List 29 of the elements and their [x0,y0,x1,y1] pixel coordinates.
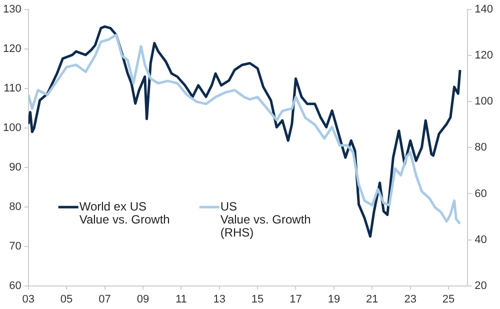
x-tick-label: 11 [175,293,187,306]
x-tick-label: 13 [213,293,226,306]
x-tick-label: 09 [136,293,150,306]
x-tick-label: 25 [442,293,455,306]
y-tick-label: 100 [2,122,22,134]
y-tick-label: 60 [9,280,22,292]
y-tick-label: 80 [9,200,22,213]
y-tick-label: 70 [9,240,22,252]
x-tick-label: 19 [328,293,340,306]
y2-tick-label: 140 [474,4,494,16]
y2-tick-label: 80 [474,142,487,154]
y2-tick-label: 40 [474,234,487,246]
y-tick-label: 110 [4,82,22,95]
y2-tick-label: 100 [474,96,494,108]
y2-tick-label: 20 [474,280,487,292]
x-tick-label: 15 [251,293,264,306]
y2-tick-label: 60 [474,188,487,200]
x-tick-label: 17 [290,293,302,306]
y-tick-label: 90 [9,161,22,174]
y2-tick-label: 120 [474,50,494,62]
legend-label: US Value vs. Growth (RHS) [220,199,311,240]
x-tick-label: 07 [98,293,111,306]
legend-label: World ex US Value vs. Growth [79,199,170,226]
x-tick-label: 05 [60,293,73,306]
x-tick-label: 21 [366,293,378,306]
y-tick-label: 130 [2,4,22,16]
y-tick-label: 120 [2,43,22,56]
x-tick-label: 23 [404,293,416,306]
x-tick-label: 03 [22,293,34,306]
